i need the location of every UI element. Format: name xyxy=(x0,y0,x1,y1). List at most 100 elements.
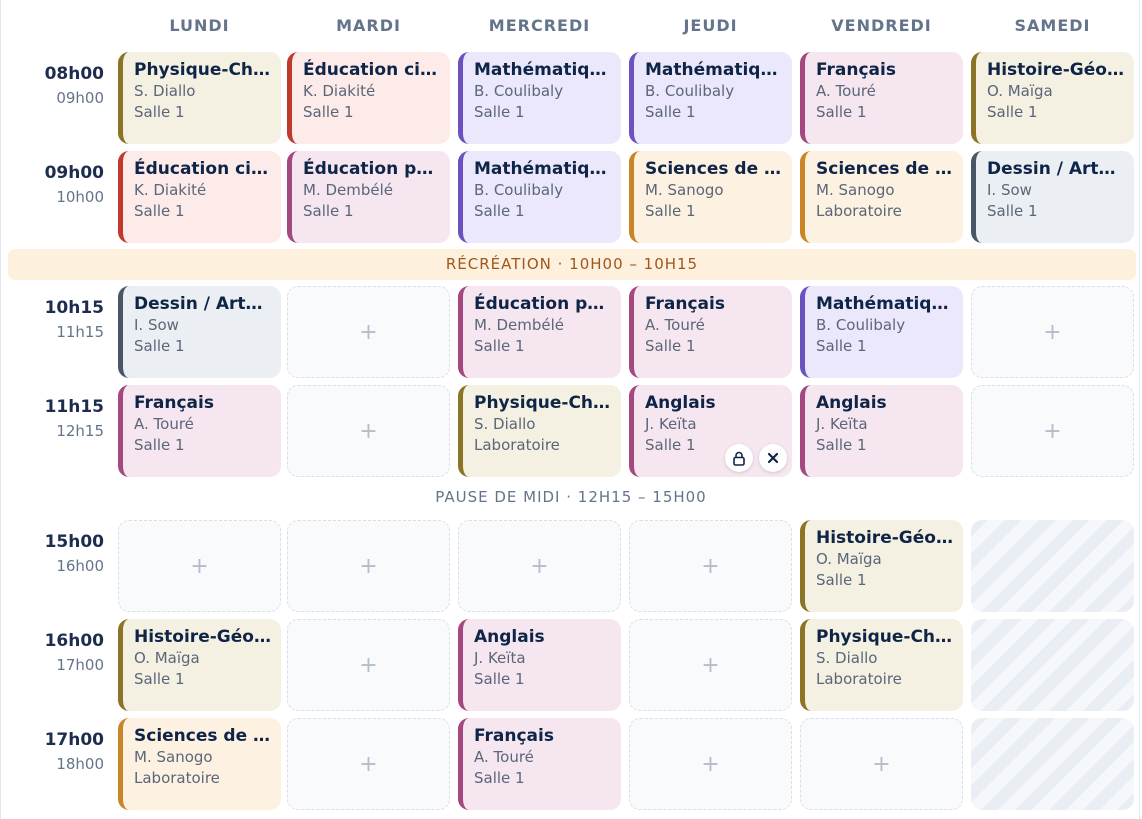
add-lesson-icon[interactable]: + xyxy=(701,652,720,678)
empty-slot[interactable]: + xyxy=(971,286,1134,378)
lesson-teacher: A. Touré xyxy=(816,82,876,100)
add-lesson-icon[interactable]: + xyxy=(359,751,378,777)
time-slot: 16h00 17h00 xyxy=(9,631,104,675)
empty-slot[interactable]: + xyxy=(629,520,792,612)
lesson-room: Laboratoire xyxy=(816,202,902,220)
lesson-card[interactable]: Physique-Chimie S. Diallo Salle 1 xyxy=(118,52,281,144)
add-lesson-icon[interactable]: + xyxy=(190,553,209,579)
recess-banner: RÉCRÉATION · 10H00 – 10H15 xyxy=(8,249,1136,280)
lesson-room: Salle 1 xyxy=(134,670,185,688)
lunch-break-label: PAUSE DE MIDI · 12H15 – 15H00 xyxy=(435,488,707,506)
add-lesson-icon[interactable]: + xyxy=(359,553,378,579)
empty-slot[interactable]: + xyxy=(629,718,792,810)
empty-slot[interactable]: + xyxy=(629,619,792,711)
time-slot: 08h00 09h00 xyxy=(9,64,104,108)
lesson-card[interactable]: Sciences de la vie M. Sanogo Laboratoire xyxy=(800,151,963,243)
lesson-card[interactable]: Sciences de la vie M. Sanogo Salle 1 xyxy=(629,151,792,243)
lesson-subject: Anglais xyxy=(474,627,545,647)
lesson-teacher: S. Diallo xyxy=(474,415,536,433)
lesson-card[interactable]: Sciences de la vie M. Sanogo Laboratoire xyxy=(118,718,281,810)
add-lesson-icon[interactable]: + xyxy=(701,553,720,579)
lesson-card[interactable]: Éducation civique K. Diakité Salle 1 xyxy=(287,52,450,144)
lesson-teacher: I. Sow xyxy=(987,181,1032,199)
lesson-room: Salle 1 xyxy=(645,202,696,220)
lesson-card[interactable]: Anglais J. Keïta Salle 1 xyxy=(458,619,621,711)
time-slot: 10h15 11h15 xyxy=(9,298,104,342)
add-lesson-icon[interactable]: + xyxy=(1043,319,1062,345)
lesson-teacher: O. Maïga xyxy=(134,649,200,667)
add-lesson-icon[interactable]: + xyxy=(359,652,378,678)
lesson-card[interactable]: Physique-Chimie S. Diallo Laboratoire xyxy=(800,619,963,711)
empty-slot[interactable]: + xyxy=(800,718,963,810)
add-lesson-icon[interactable]: + xyxy=(530,553,549,579)
lesson-teacher: A. Touré xyxy=(134,415,194,433)
lesson-card[interactable]: Physique-Chimie S. Diallo Laboratoire xyxy=(458,385,621,477)
add-lesson-icon[interactable]: + xyxy=(359,418,378,444)
lesson-room: Salle 1 xyxy=(474,670,525,688)
lesson-card[interactable]: Mathématiques B. Coulibaly Salle 1 xyxy=(458,52,621,144)
lesson-teacher: A. Touré xyxy=(645,316,705,334)
empty-slot[interactable]: + xyxy=(287,520,450,612)
add-lesson-icon[interactable]: + xyxy=(701,751,720,777)
lesson-room: Laboratoire xyxy=(134,769,220,787)
lesson-teacher: J. Keïta xyxy=(474,649,526,667)
lesson-subject: Dessin / Arts plastiques xyxy=(134,294,281,314)
lesson-room: Salle 1 xyxy=(474,337,525,355)
lesson-subject: Mathématiques xyxy=(474,60,621,80)
slot-end-time: 12h15 xyxy=(56,422,104,440)
slot-end-time: 11h15 xyxy=(56,323,104,341)
lesson-card[interactable]: Français A. Touré Salle 1 xyxy=(458,718,621,810)
slot-start-time: 11h15 xyxy=(44,397,104,417)
lesson-card[interactable]: Français A. Touré Salle 1 xyxy=(118,385,281,477)
lesson-card[interactable]: Éducation physique M. Dembélé Salle 1 xyxy=(287,151,450,243)
lesson-card[interactable]: Mathématiques B. Coulibaly Salle 1 xyxy=(800,286,963,378)
slot-start-time: 17h00 xyxy=(44,730,104,750)
empty-slot[interactable]: + xyxy=(287,619,450,711)
lesson-card[interactable]: Mathématiques B. Coulibaly Salle 1 xyxy=(629,52,792,144)
add-lesson-icon[interactable]: + xyxy=(359,319,378,345)
lock-button[interactable] xyxy=(725,444,753,472)
lesson-card[interactable]: Histoire-Géographie O. Maïga Salle 1 xyxy=(800,520,963,612)
lesson-room: Salle 1 xyxy=(645,103,696,121)
empty-slot[interactable]: + xyxy=(287,286,450,378)
lesson-teacher: I. Sow xyxy=(134,316,179,334)
lesson-card[interactable]: Dessin / Arts plastiques I. Sow Salle 1 xyxy=(971,151,1134,243)
slot-start-time: 15h00 xyxy=(44,532,104,552)
lesson-card[interactable]: Éducation physique M. Dembélé Salle 1 xyxy=(458,286,621,378)
lesson-card[interactable]: Français A. Touré Salle 1 xyxy=(800,52,963,144)
lesson-card[interactable]: Mathématiques B. Coulibaly Salle 1 xyxy=(458,151,621,243)
lesson-subject: Physique-Chimie xyxy=(474,393,621,413)
empty-slot[interactable]: + xyxy=(458,520,621,612)
lesson-room: Salle 1 xyxy=(134,436,185,454)
lesson-teacher: O. Maïga xyxy=(816,550,882,568)
slot-end-time: 10h00 xyxy=(56,188,104,206)
day-header-lundi: LUNDI xyxy=(169,16,230,35)
empty-slot[interactable]: + xyxy=(118,520,281,612)
empty-slot[interactable]: + xyxy=(287,385,450,477)
slot-end-time: 17h00 xyxy=(56,656,104,674)
lesson-card[interactable]: Histoire-Géographie O. Maïga Salle 1 xyxy=(971,52,1134,144)
blocked-slot xyxy=(971,619,1134,711)
lesson-teacher: B. Coulibaly xyxy=(645,82,735,100)
lesson-teacher: A. Touré xyxy=(474,748,534,766)
slot-start-time: 16h00 xyxy=(44,631,104,651)
add-lesson-icon[interactable]: + xyxy=(1043,418,1062,444)
lesson-room: Salle 1 xyxy=(303,103,354,121)
lesson-card[interactable]: Histoire-Géographie O. Maïga Salle 1 xyxy=(118,619,281,711)
lesson-subject: Sciences de la vie xyxy=(816,159,963,179)
lesson-card[interactable]: Anglais J. Keïta Salle 1 xyxy=(800,385,963,477)
slot-start-time: 10h15 xyxy=(44,298,104,318)
lesson-subject: Dessin / Arts plastiques xyxy=(987,159,1134,179)
lesson-card[interactable]: Français A. Touré Salle 1 xyxy=(629,286,792,378)
add-lesson-icon[interactable]: + xyxy=(872,751,891,777)
empty-slot[interactable]: + xyxy=(287,718,450,810)
time-slot: 15h00 16h00 xyxy=(9,532,104,576)
lesson-card[interactable]: Dessin / Arts plastiques I. Sow Salle 1 xyxy=(118,286,281,378)
empty-slot[interactable]: + xyxy=(971,385,1134,477)
lesson-subject: Histoire-Géographie xyxy=(134,627,281,647)
lesson-card[interactable]: Éducation civique K. Diakité Salle 1 xyxy=(118,151,281,243)
lesson-subject: Mathématiques xyxy=(474,159,621,179)
lesson-subject: Sciences de la vie xyxy=(134,726,281,746)
remove-lesson-button[interactable] xyxy=(759,444,787,472)
